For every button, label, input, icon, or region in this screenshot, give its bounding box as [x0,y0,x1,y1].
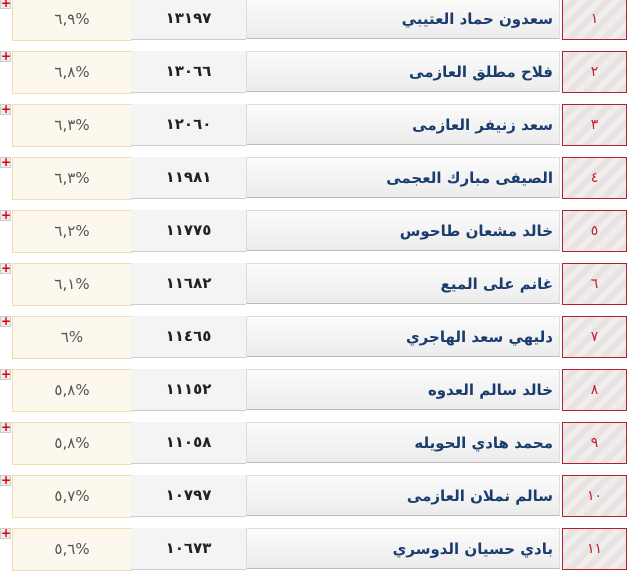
rank-cell: ٩ [562,422,627,464]
candidate-row: + %٥,٧ ١٠٧٩٧ سالم نملان العازمى ١٠ [0,473,628,518]
candidate-row: + %٦ ١١٤٦٥ دليهي سعد الهاجري ٧ [0,314,628,359]
votes-cell: ١١٧٧٥ [131,210,246,252]
candidate-row: + %٦,٨ ١٣٠٦٦ فلاح مطلق العازمى ٢ [0,49,628,94]
votes-cell: ١٠٦٧٣ [131,528,246,570]
rank-cell: ٦ [562,263,627,305]
percent-cell: %٦,٣ [12,157,132,200]
candidate-row: + %٦,٣ ١١٩٨١ الصيفى مبارك العجمى ٤ [0,155,628,200]
candidate-row: + %٦,٣ ١٢٠٦٠ سعد زنيفر العازمى ٣ [0,102,628,147]
rank-cell: ١١ [562,528,627,570]
percent-cell: %٦,٣ [12,104,132,147]
votes-cell: ١١٩٨١ [131,157,246,199]
plus-icon[interactable]: + [0,155,12,169]
rank-cell: ٣ [562,104,627,146]
percent-cell: %٦,١ [12,263,132,306]
rank-cell: ٥ [562,210,627,252]
rank-cell: ٤ [562,157,627,199]
percent-cell: %٥,٨ [12,369,132,412]
candidate-name[interactable]: بادي حسيان الدوسري [246,528,560,569]
plus-icon[interactable]: + [0,0,12,10]
rank-cell: ٢ [562,51,627,93]
plus-icon[interactable]: + [0,526,12,540]
percent-cell: %٥,٨ [12,422,132,465]
votes-cell: ١٠٧٩٧ [131,475,246,517]
votes-cell: ١١٠٥٨ [131,422,246,464]
votes-cell: ١٣٠٦٦ [131,51,246,93]
plus-icon[interactable]: + [0,102,12,116]
votes-cell: ١١١٥٢ [131,369,246,411]
votes-cell: ١٢٠٦٠ [131,104,246,146]
candidate-name[interactable]: محمد هادي الحويله [246,422,560,463]
percent-cell: %٦,٢ [12,210,132,253]
candidate-row: + %٥,٨ ١١٠٥٨ محمد هادي الحويله ٩ [0,420,628,465]
candidate-row: + %٥,٨ ١١١٥٢ خالد سالم العدوه ٨ [0,367,628,412]
candidate-name[interactable]: الصيفى مبارك العجمى [246,157,560,198]
rank-cell: ١ [562,0,627,40]
candidate-row: + %٦,٩ ١٣١٩٧ سعدون حماد العتيبي ١ [0,0,628,41]
rank-cell: ١٠ [562,475,627,517]
plus-icon[interactable]: + [0,314,12,328]
percent-cell: %٥,٧ [12,475,132,518]
candidate-row: + %٦,٢ ١١٧٧٥ خالد مشعان طاحوس ٥ [0,208,628,253]
rank-cell: ٧ [562,316,627,358]
plus-icon[interactable]: + [0,261,12,275]
candidate-row: + %٦,١ ١١٦٨٢ غانم على الميع ٦ [0,261,628,306]
candidate-name[interactable]: فلاح مطلق العازمى [246,51,560,92]
votes-cell: ١٣١٩٧ [131,0,246,40]
percent-cell: %٦ [12,316,132,359]
rank-cell: ٨ [562,369,627,411]
votes-cell: ١١٤٦٥ [131,316,246,358]
plus-icon[interactable]: + [0,473,12,487]
percent-cell: %٦,٨ [12,51,132,94]
candidate-name[interactable]: سعد زنيفر العازمى [246,104,560,145]
candidate-name[interactable]: سعدون حماد العتيبي [246,0,560,39]
votes-cell: ١١٦٨٢ [131,263,246,305]
candidate-name[interactable]: خالد سالم العدوه [246,369,560,410]
percent-cell: %٥,٦ [12,528,132,571]
plus-icon[interactable]: + [0,208,12,222]
candidate-name[interactable]: دليهي سعد الهاجري [246,316,560,357]
plus-icon[interactable]: + [0,420,12,434]
candidate-name[interactable]: خالد مشعان طاحوس [246,210,560,251]
candidate-row: + %٥,٦ ١٠٦٧٣ بادي حسيان الدوسري ١١ [0,526,628,571]
plus-icon[interactable]: + [0,49,12,63]
candidate-name[interactable]: غانم على الميع [246,263,560,304]
candidate-name[interactable]: سالم نملان العازمى [246,475,560,516]
percent-cell: %٦,٩ [12,0,132,41]
plus-icon[interactable]: + [0,367,12,381]
